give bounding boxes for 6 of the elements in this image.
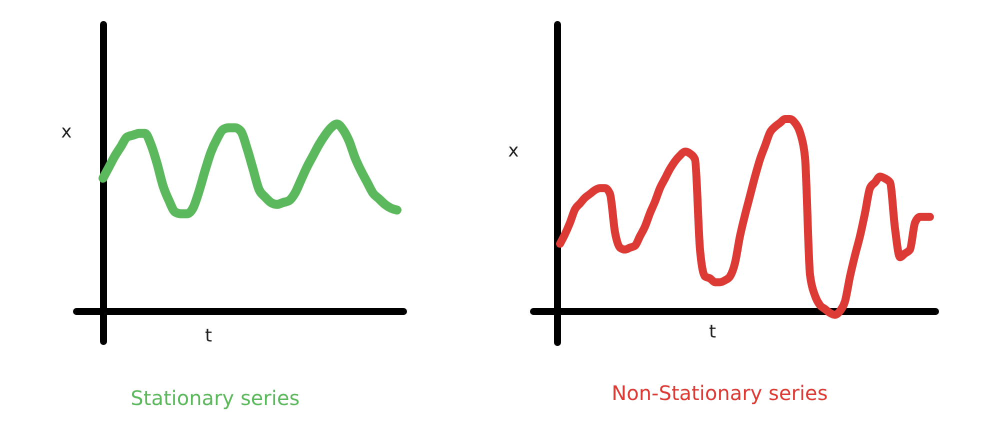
x-axis-title: t <box>708 322 716 342</box>
y-axis-title: x <box>508 140 520 162</box>
x-axis-title: t <box>204 326 212 346</box>
text: Non-Stationary series <box>612 381 828 405</box>
text: Stationary series <box>130 386 300 410</box>
y-axis-title: x <box>61 122 72 142</box>
